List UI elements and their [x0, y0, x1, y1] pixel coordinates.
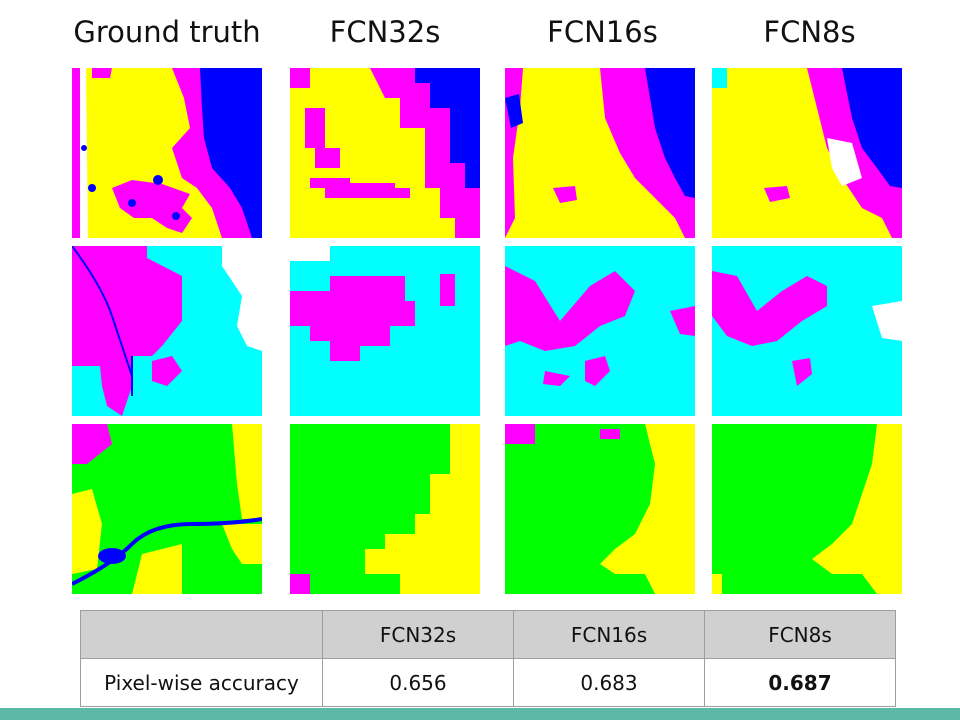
segmentation-gt-row1	[72, 68, 262, 238]
bottom-accent-bar	[0, 708, 960, 720]
segmentation-fcn16s-row2	[505, 246, 695, 416]
table-header-fcn8s: FCN8s	[704, 610, 896, 659]
segmentation-fcn8s-row1	[712, 68, 902, 238]
table-header-row: FCN32s FCN16s FCN8s	[80, 610, 896, 659]
segmentation-gt-row2	[72, 246, 262, 416]
segmentation-fcn32s-row3	[290, 424, 480, 594]
column-title-ground-truth: Ground truth	[73, 15, 261, 49]
value-fcn8s-best: 0.687	[704, 658, 896, 707]
segmentation-fcn16s-row3	[505, 424, 695, 594]
segmentation-fcn8s-row2	[712, 246, 902, 416]
column-title-fcn16s: FCN16s	[547, 15, 658, 49]
column-title-fcn8s: FCN8s	[763, 15, 856, 49]
value-fcn32s: 0.656	[322, 658, 514, 707]
column-title-fcn32s: FCN32s	[329, 15, 441, 49]
row-label-pixel-accuracy: Pixel-wise accuracy	[80, 658, 323, 707]
segmentation-fcn32s-row2	[290, 246, 480, 416]
value-fcn16s: 0.683	[513, 658, 705, 707]
segmentation-fcn8s-row3	[712, 424, 902, 594]
table-row: Pixel-wise accuracy 0.656 0.683 0.687	[80, 658, 896, 707]
accuracy-table: FCN32s FCN16s FCN8s Pixel-wise accuracy …	[80, 610, 896, 707]
segmentation-fcn32s-row1	[290, 68, 480, 238]
segmentation-gt-row3	[72, 424, 262, 594]
segmentation-fcn16s-row1	[505, 68, 695, 238]
table-header-fcn32s: FCN32s	[322, 610, 514, 659]
table-header-fcn16s: FCN16s	[513, 610, 705, 659]
table-header-empty	[80, 610, 323, 659]
